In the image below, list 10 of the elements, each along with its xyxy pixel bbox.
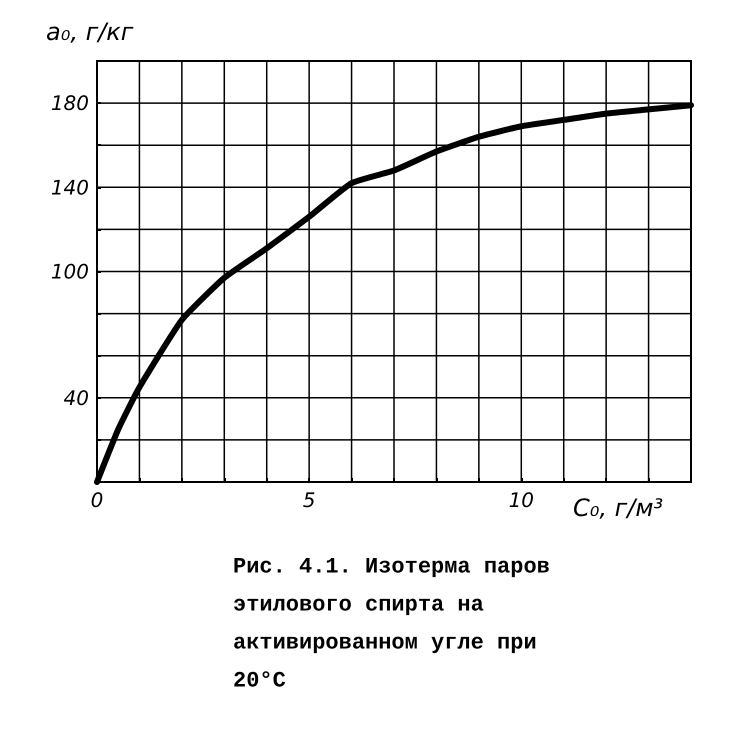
x-axis-title: C₀, г/м³ [573, 494, 664, 522]
y-tick-label: 40 [64, 386, 89, 410]
y-tick-label: 100 [50, 260, 89, 284]
x-tick-label: 0 [90, 488, 104, 512]
y-tick-label: 180 [50, 91, 89, 116]
x-tick-label: 5 [302, 488, 316, 512]
x-tick-label: 10 [508, 488, 534, 512]
y-axis-title: a₀, г/кг [46, 18, 134, 46]
text: Рис. 4.1. Изотерма паров этилового спирта на активированном угле при 20°С [233, 554, 564, 694]
y-tick-label: 140 [50, 175, 89, 200]
